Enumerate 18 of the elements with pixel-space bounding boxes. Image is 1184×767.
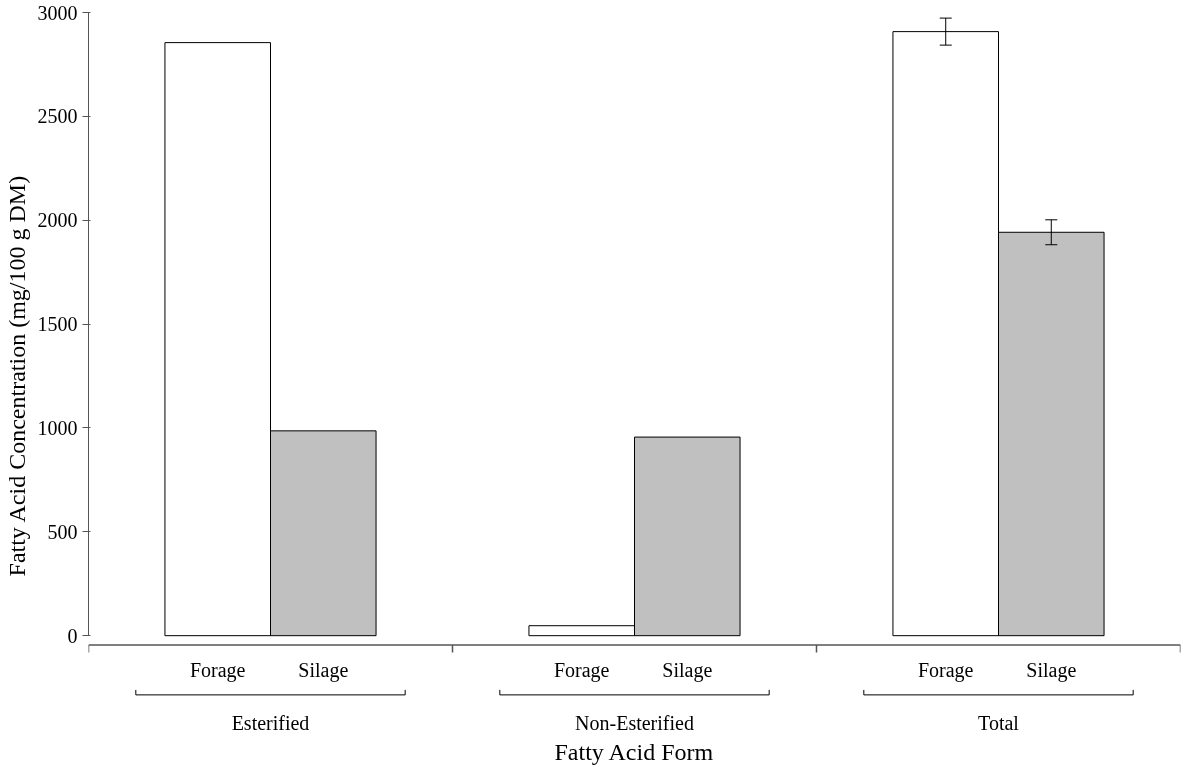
y-tick-label: 1500: [37, 313, 78, 336]
y-tick-label: 2000: [37, 209, 78, 232]
x-tick-label: Esterified: [231, 711, 310, 734]
text: Forage: [917, 658, 974, 681]
text: Silage: [662, 658, 713, 681]
series-label: Silage: [298, 658, 349, 682]
x-tick-label: Total: [978, 711, 1020, 734]
series-label: Forage: [189, 658, 246, 682]
y-axis-title: Fatty Acid Concentration (mg/100 g DM): [3, 175, 30, 577]
y-tick-label: 2500: [37, 105, 78, 128]
x-tick-label: Non-Esterified: [575, 711, 694, 734]
y-tick-label: 0: [67, 624, 78, 647]
text: Silage: [1026, 658, 1077, 681]
y-tick-label: 500: [47, 520, 78, 543]
y-tick-label: 1000: [37, 416, 78, 439]
x-axis-title: Fatty Acid Form: [554, 738, 714, 765]
text: Forage: [553, 658, 610, 681]
y-tick-label: 3000: [37, 1, 78, 24]
